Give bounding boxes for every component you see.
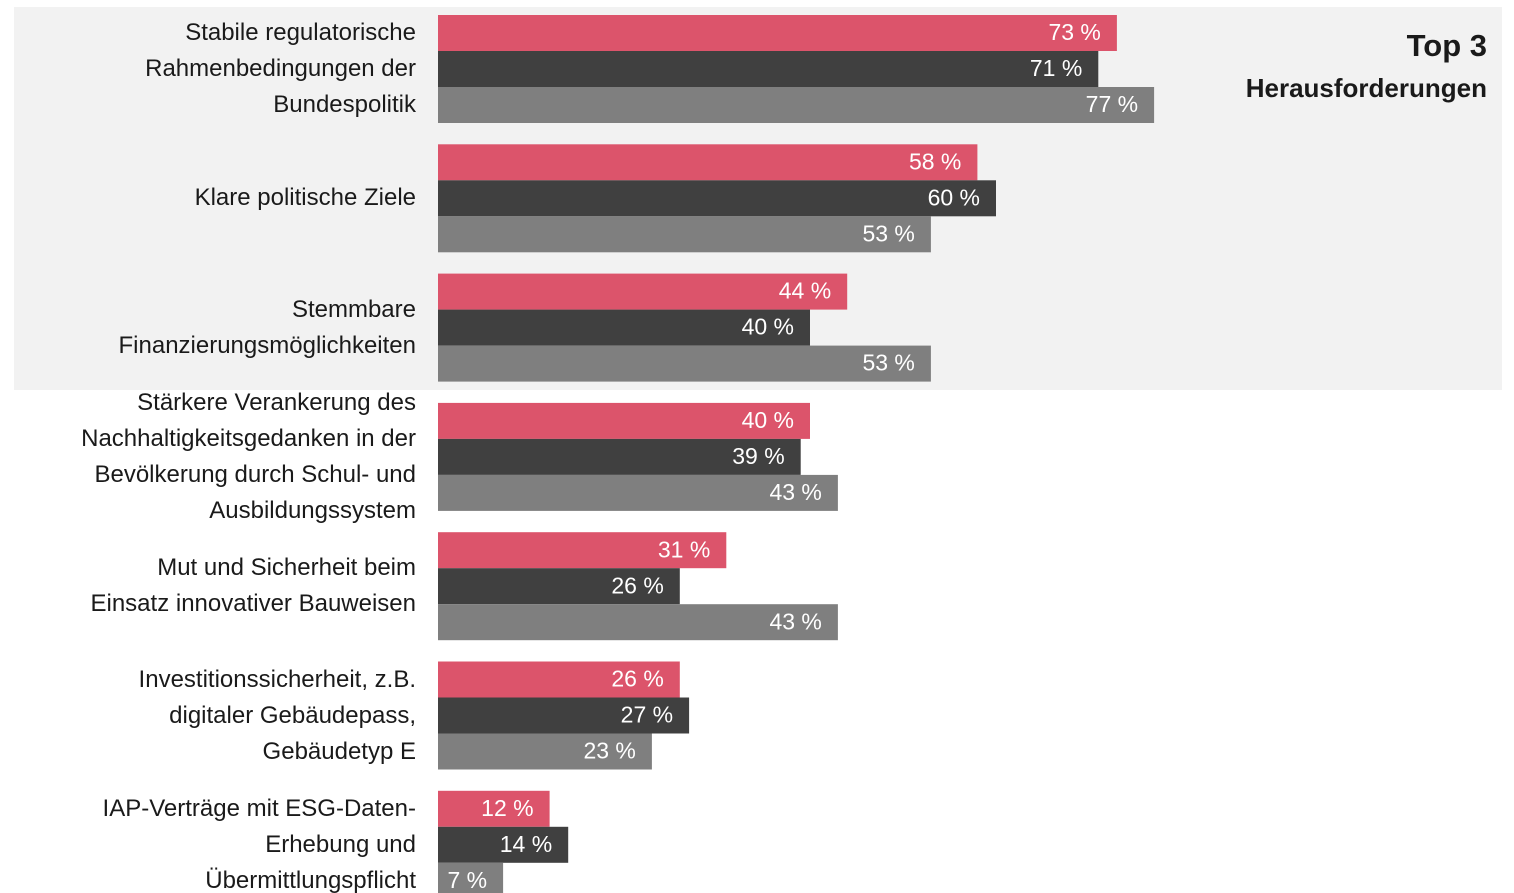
bar <box>438 180 996 217</box>
value-label: 26 % <box>611 572 663 598</box>
bar <box>438 733 652 770</box>
annotation: Herausforderungen <box>1246 73 1487 103</box>
value-label: 27 % <box>621 702 673 728</box>
bar <box>438 345 931 382</box>
bar <box>438 826 569 863</box>
category-label: Mut und Sicherheit beim Einsatz innovati… <box>90 554 416 618</box>
category-label: IAP-Verträge mit ESG-Daten- Erhebung und… <box>102 794 416 893</box>
bar <box>438 144 978 181</box>
value-label: 43 % <box>769 479 821 505</box>
value-label: 12 % <box>481 795 533 821</box>
bar <box>438 790 550 827</box>
category-label: Investitionssicherheit, z.B. digitaler G… <box>138 665 416 765</box>
bar <box>438 273 848 310</box>
value-label: 23 % <box>583 738 635 764</box>
value-label: 77 % <box>1086 91 1138 117</box>
bar <box>438 87 1155 123</box>
value-label: 71 % <box>1030 55 1082 81</box>
value-label: 44 % <box>779 278 831 304</box>
category-label: Stemmbare Finanzierungsmöglichkeiten <box>118 295 417 359</box>
bar <box>438 604 838 641</box>
value-label: 40 % <box>742 314 794 340</box>
bar <box>438 568 680 605</box>
bar <box>438 15 1117 51</box>
bar <box>438 309 810 346</box>
value-label: 58 % <box>909 148 961 174</box>
bar <box>438 51 1099 87</box>
annotation: Top 3 <box>1407 28 1487 63</box>
category-label: Klare politische Ziele <box>194 184 416 212</box>
bar <box>438 474 838 511</box>
value-label: 7 % <box>447 867 487 893</box>
bar <box>438 532 727 569</box>
bar <box>438 697 690 734</box>
value-label: 60 % <box>928 184 980 210</box>
value-label: 39 % <box>732 443 784 469</box>
category-label: Stärkere Verankerung des Nachhaltigkeits… <box>81 388 416 524</box>
value-label: 26 % <box>611 666 663 692</box>
bar <box>438 661 680 698</box>
bar <box>438 862 504 893</box>
value-label: 14 % <box>500 831 552 857</box>
value-label: 53 % <box>862 220 914 246</box>
bar <box>438 402 810 439</box>
bar <box>438 216 931 253</box>
value-label: 31 % <box>658 536 710 562</box>
value-label: 43 % <box>769 608 821 634</box>
bar <box>438 438 801 475</box>
value-label: 40 % <box>742 407 794 433</box>
value-label: 53 % <box>862 350 914 376</box>
category-label: Stabile regulatorische Rahmenbedingungen… <box>145 19 416 118</box>
value-label: 73 % <box>1048 19 1100 45</box>
